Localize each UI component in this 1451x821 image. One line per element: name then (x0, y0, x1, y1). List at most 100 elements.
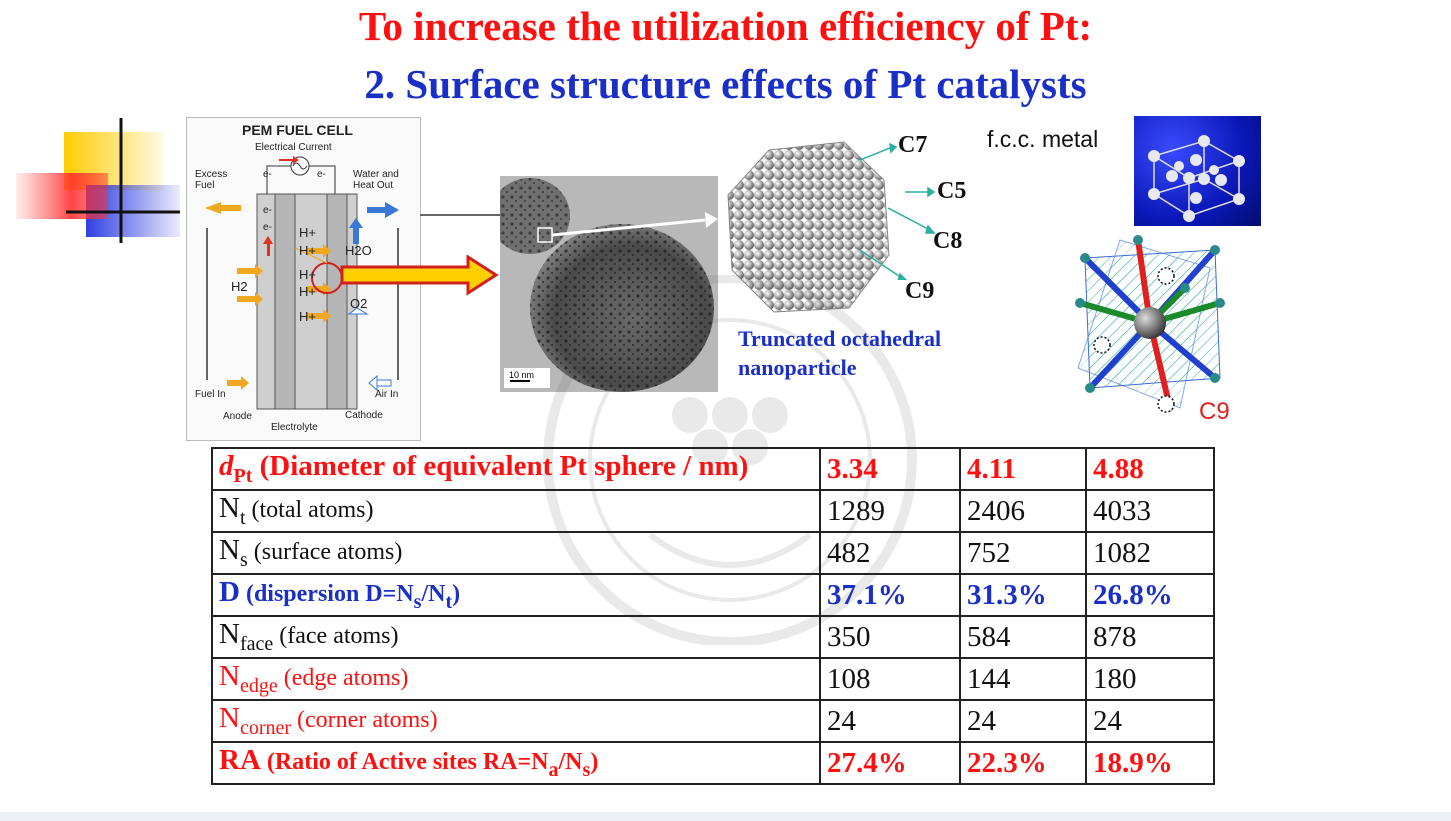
pem-header: PEM FUEL CELL (242, 122, 353, 138)
row-label-text-3: ) (590, 749, 599, 776)
pem-electron-4: e- (317, 169, 326, 180)
yellow-arrow-icon (340, 255, 499, 296)
nanoparticle-render (727, 141, 890, 313)
c9-site-diagram (1075, 235, 1225, 413)
title-line-1: To increase the utilization efficiency o… (358, 3, 1093, 49)
caption-line-1: Truncated octahedral (738, 326, 942, 351)
table-cell: 180 (1085, 657, 1215, 701)
table-row: dPt (Diameter of equivalent Pt sphere / … (211, 447, 1215, 491)
table-cell: 752 (959, 531, 1087, 575)
table-row: RA (Ratio of Active sites RA=Na/Ns) 27.4… (211, 741, 1215, 785)
row-label-symbol: D (219, 576, 240, 609)
row-label-symbol: N (219, 702, 240, 735)
pem-hplus-2: H+ (299, 243, 316, 258)
row-label-text-2: /N (558, 749, 583, 776)
tem-image: 10 nm (490, 176, 718, 392)
corner-label-c9: C9 (905, 278, 935, 304)
table-row: Ncorner (corner atoms) 24 24 24 (211, 699, 1215, 743)
pem-h2o: H2O (345, 243, 372, 258)
row-label-sub: face (239, 632, 274, 655)
fcc-label: f.c.c. metal (987, 126, 1099, 152)
row-label-sub-2: s (582, 758, 591, 781)
pem-current-label: Electrical Current (255, 142, 332, 153)
table-cell: 350 (819, 615, 961, 659)
table-cell: 18.9% (1085, 741, 1215, 785)
row-label: Ncorner (corner atoms) (211, 699, 821, 743)
row-label-symbol: N (219, 492, 240, 525)
row-label-symbol: d (219, 450, 234, 483)
pem-fuel-in: Fuel In (195, 389, 226, 400)
fcc-crystal-icon (1134, 116, 1261, 226)
tem-scale-bar: 10 nm (509, 370, 535, 380)
table-cell: 31.3% (959, 573, 1087, 617)
connector-line-icon (420, 214, 502, 216)
row-label-text-3: ) (452, 581, 461, 608)
table-cell: 482 (819, 531, 961, 575)
table-cell: 144 (959, 657, 1087, 701)
row-label-text: (dispersion D=N (239, 581, 414, 608)
pem-o2: O2 (350, 296, 368, 311)
table-row: Nedge (edge atoms) 108 144 180 (211, 657, 1215, 701)
row-label-text: (surface atoms) (247, 539, 403, 566)
row-label: dPt (Diameter of equivalent Pt sphere / … (211, 447, 821, 491)
row-label-sub: a (548, 758, 559, 781)
pem-electron-1: e- (263, 205, 272, 216)
row-label-symbol: N (219, 534, 240, 567)
row-label-text-2: /N (421, 581, 446, 608)
table-cell: 1082 (1085, 531, 1215, 575)
table-cell: 37.1% (819, 573, 961, 617)
nanoparticle-caption: Truncated octahedral nanoparticle (738, 324, 941, 382)
table-row: D (dispersion D=Ns/Nt) 37.1% 31.3% 26.8% (211, 573, 1215, 617)
table-cell: 24 (959, 699, 1087, 743)
table-cell: 584 (959, 615, 1087, 659)
row-label-text: (Ratio of Active sites RA=N (260, 749, 549, 776)
pem-water-heat: Water and Heat Out (353, 169, 399, 191)
row-label: Nedge (edge atoms) (211, 657, 821, 701)
row-label-sub: Pt (233, 464, 253, 487)
table-cell: 3.34 (819, 447, 961, 491)
row-label-text: (Diameter of equivalent Pt sphere / nm) (252, 450, 749, 483)
bottom-strip (0, 812, 1451, 821)
row-label-sub: corner (239, 716, 292, 739)
row-label: Nt (total atoms) (211, 489, 821, 533)
row-label-symbol: N (219, 618, 240, 651)
table-cell: 4.88 (1085, 447, 1215, 491)
decorative-squares-icon (16, 118, 180, 243)
table-cell: 4033 (1085, 489, 1215, 533)
table-row: Nface (face atoms) 350 584 878 (211, 615, 1215, 659)
row-label: Nface (face atoms) (211, 615, 821, 659)
particle-arrows-icon (860, 142, 936, 280)
row-label-sub: s (239, 548, 248, 571)
table-cell: 27.4% (819, 741, 961, 785)
row-label: Ns (surface atoms) (211, 531, 821, 575)
row-label-text: (face atoms) (273, 623, 399, 650)
caption-line-2: nanoparticle (738, 355, 857, 380)
row-label-sub-2: t (445, 590, 453, 613)
table-cell: 24 (1085, 699, 1215, 743)
table-cell: 26.8% (1085, 573, 1215, 617)
table-row: Nt (total atoms) 1289 2406 4033 (211, 489, 1215, 533)
pem-hplus-4: H+ (299, 284, 316, 299)
table-cell: 878 (1085, 615, 1215, 659)
table-cell: 24 (819, 699, 961, 743)
table-cell: 4.11 (959, 447, 1087, 491)
row-label-sub: t (239, 506, 246, 529)
row-label-symbol: RA (219, 744, 261, 777)
corner-label-c7: C7 (898, 132, 928, 158)
row-label-text: (corner atoms) (291, 707, 438, 734)
corner-label-c5: C5 (937, 178, 967, 204)
c9-site-label: C9 (1199, 398, 1230, 425)
table-cell: 1289 (819, 489, 961, 533)
pem-hplus-1: H+ (299, 225, 316, 240)
pem-air-in: Air In (375, 389, 399, 400)
table-row: Ns (surface atoms) 482 752 1082 (211, 531, 1215, 575)
table-cell: 22.3% (959, 741, 1087, 785)
row-label-text: (total atoms) (245, 497, 374, 524)
row-label: D (dispersion D=Ns/Nt) (211, 573, 821, 617)
pem-electron-2: e- (263, 222, 272, 233)
pem-hplus-5: H+ (299, 309, 316, 324)
pem-electrolyte: Electrolyte (271, 422, 318, 433)
title-line-2: 2. Surface structure effects of Pt catal… (364, 61, 1087, 107)
corner-label-c8: C8 (933, 228, 963, 254)
row-label-sub: edge (239, 674, 278, 697)
